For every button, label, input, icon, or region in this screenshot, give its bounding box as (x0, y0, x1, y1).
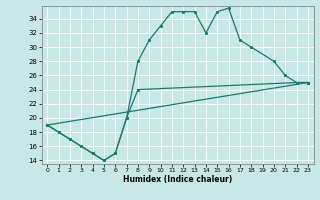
X-axis label: Humidex (Indice chaleur): Humidex (Indice chaleur) (123, 175, 232, 184)
